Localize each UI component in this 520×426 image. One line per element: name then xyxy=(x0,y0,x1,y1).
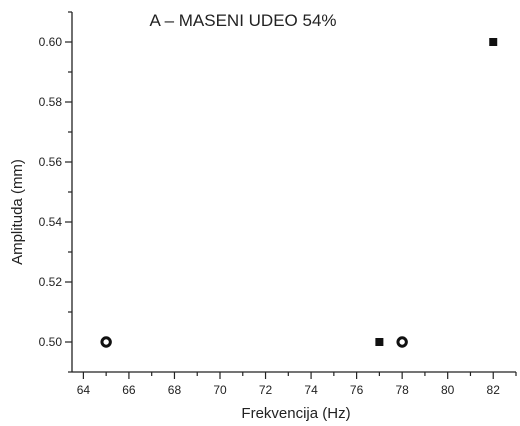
ticks: 64 66 68 70 72 74 76 78 80 82 0.50 0.52 0.54 0.56 0.58… xyxy=(39,11,517,397)
y-axis-title: Amplituda (mm) xyxy=(9,159,26,265)
y-tick-label: 0.60 xyxy=(39,35,63,49)
chart-title: A – MASENI UDEO 54% xyxy=(149,11,336,30)
x-tick-label: 66 xyxy=(122,383,136,397)
x-tick-label: 70 xyxy=(213,383,227,397)
x-tick-label: 64 xyxy=(77,383,91,397)
data-point-circle xyxy=(396,336,408,348)
x-tick-label: 72 xyxy=(259,383,273,397)
x-tick-label: 76 xyxy=(350,383,364,397)
x-tick-label: 80 xyxy=(441,383,455,397)
axes xyxy=(71,12,516,373)
x-tick-label: 68 xyxy=(168,383,182,397)
y-tick-label: 0.50 xyxy=(39,335,63,349)
y-tick-label: 0.54 xyxy=(39,215,63,229)
data-points xyxy=(100,38,498,348)
data-point-square xyxy=(375,338,384,346)
data-point-circle xyxy=(100,336,112,348)
y-tick-label: 0.56 xyxy=(39,155,63,169)
y-tick-label: 0.52 xyxy=(39,275,63,289)
x-axis-title: Frekvencija (Hz) xyxy=(241,405,350,422)
x-tick-label: 74 xyxy=(304,383,318,397)
data-point-square xyxy=(489,38,498,46)
x-tick-label: 78 xyxy=(395,383,409,397)
y-tick-label: 0.58 xyxy=(39,95,63,109)
x-tick-label: 82 xyxy=(487,383,501,397)
